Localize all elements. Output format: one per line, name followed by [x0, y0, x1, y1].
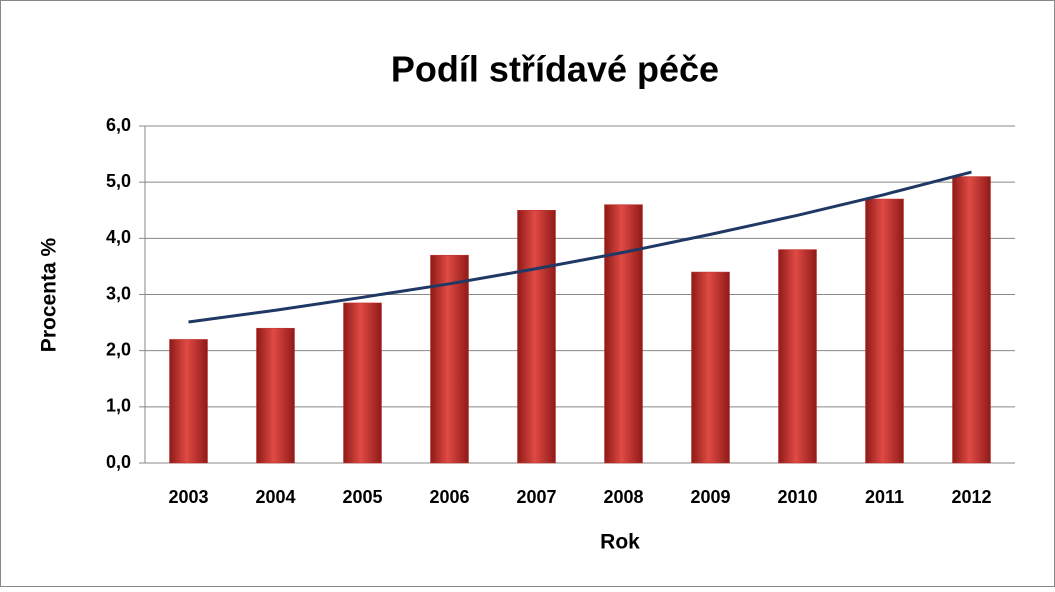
y-tick-label: 2,0 — [106, 339, 131, 359]
x-tick-label: 2004 — [255, 487, 295, 507]
y-tick-label: 4,0 — [106, 227, 131, 247]
y-tick-label: 3,0 — [106, 283, 131, 303]
x-tick-label: 2007 — [516, 487, 556, 507]
x-tick-label: 2008 — [603, 487, 643, 507]
trendline — [188, 170, 972, 324]
x-tick-label: 2006 — [429, 487, 469, 507]
y-tick-label: 6,0 — [106, 115, 131, 135]
bar — [865, 198, 904, 464]
x-tick-label: 2012 — [951, 487, 991, 507]
y-tick-label: 1,0 — [106, 396, 131, 416]
bar — [169, 339, 208, 464]
x-tick-label: 2005 — [342, 487, 382, 507]
y-tick-label: 5,0 — [106, 171, 131, 191]
x-tick-label: 2009 — [690, 487, 730, 507]
bar — [778, 249, 817, 464]
bar — [691, 271, 730, 464]
bar — [604, 204, 643, 464]
x-tick-label: 2003 — [168, 487, 208, 507]
y-axis-label: Procenta % — [38, 237, 61, 352]
y-tick-label: 0,0 — [106, 452, 131, 472]
x-axis-label: Rok — [600, 531, 640, 554]
chart-title: Podíl střídavé péče — [391, 49, 719, 90]
bar — [256, 327, 295, 464]
bar — [343, 302, 382, 464]
bar — [517, 210, 556, 464]
x-tick-label: 2011 — [865, 487, 904, 507]
bar — [952, 176, 991, 464]
bar — [430, 254, 469, 464]
x-tick-label: 2010 — [777, 487, 817, 507]
